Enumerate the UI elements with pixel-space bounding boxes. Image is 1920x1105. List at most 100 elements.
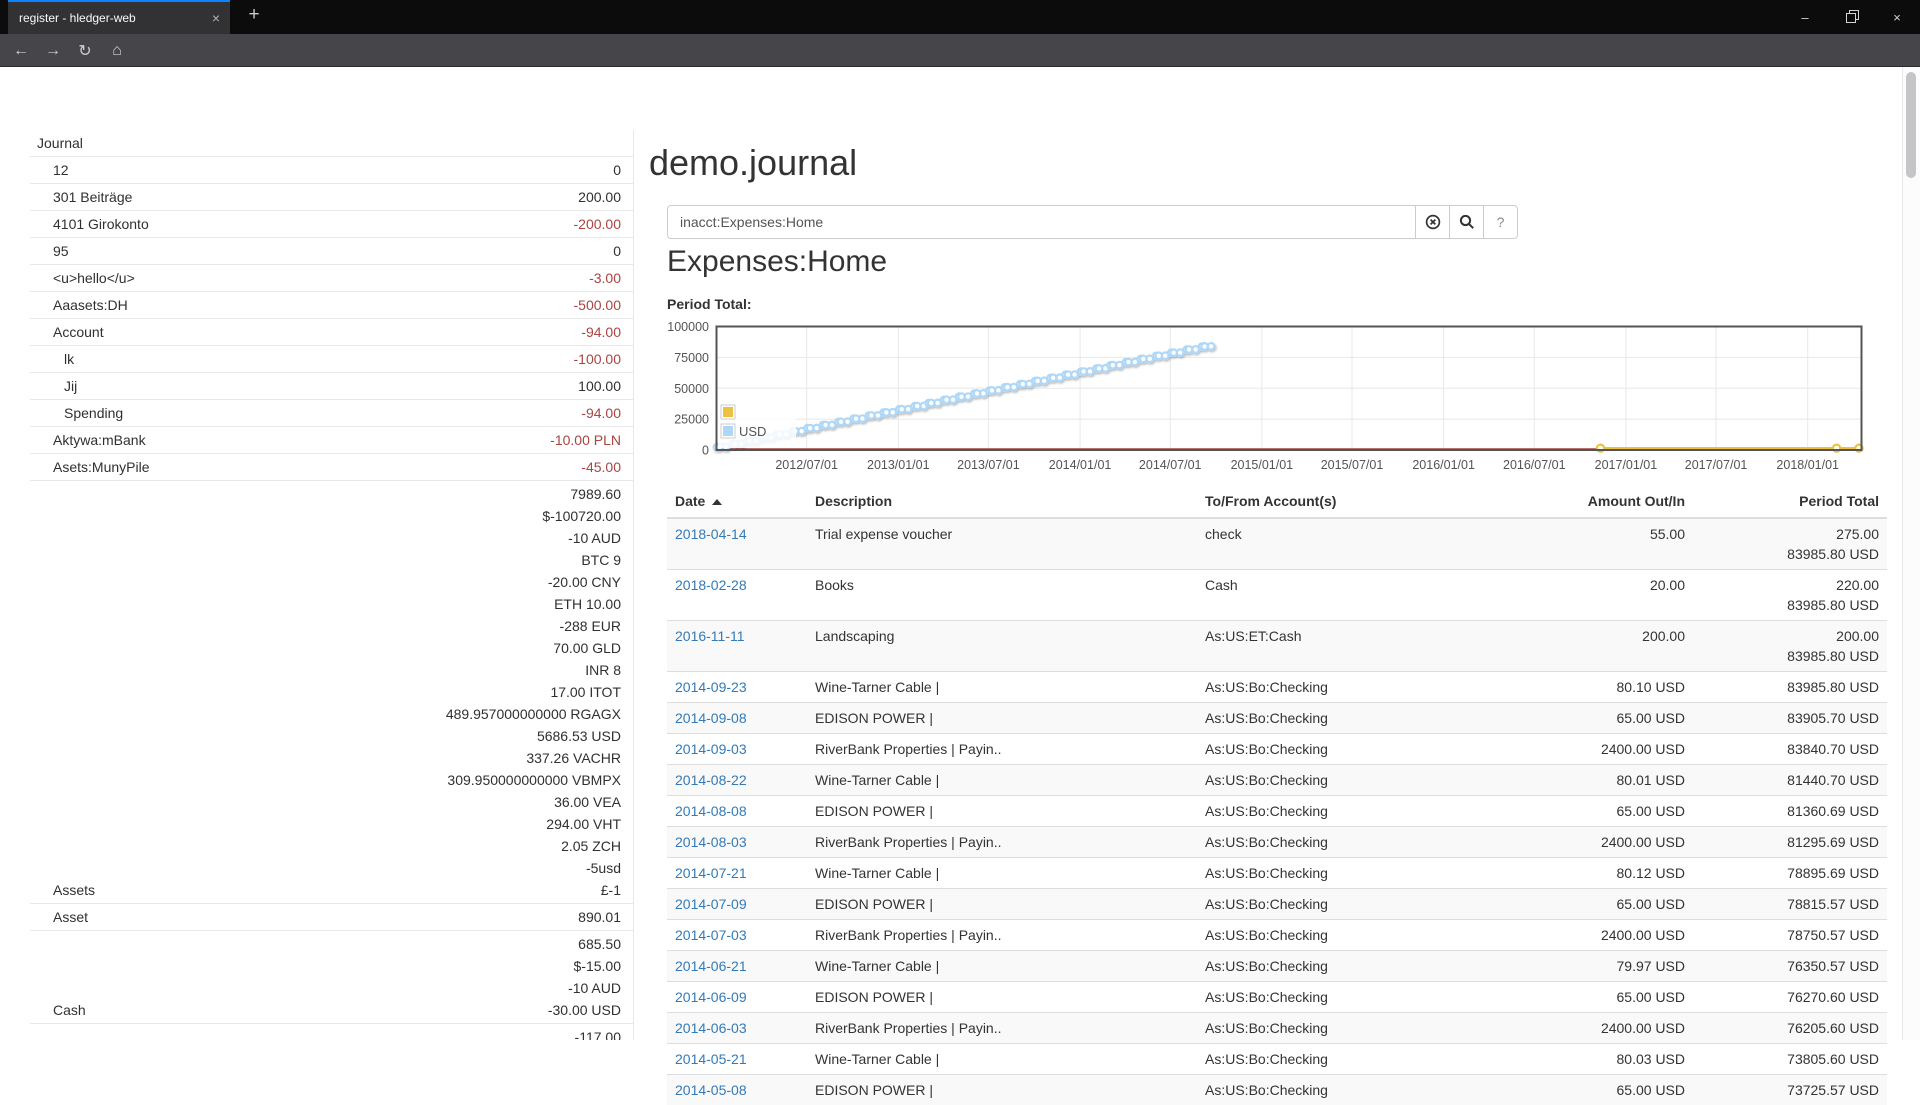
scrollbar-thumb[interactable]: [1906, 72, 1916, 178]
y-tick-label: 50000: [674, 382, 709, 396]
account-balance: -100.00: [574, 348, 633, 370]
sidebar-account-link[interactable]: Account: [30, 321, 104, 343]
query-input[interactable]: [667, 205, 1416, 239]
account-balance: 890.01: [578, 906, 633, 928]
transaction-date-link[interactable]: 2014-05-08: [675, 1082, 747, 1098]
page-scrollbar[interactable]: [1902, 67, 1920, 1040]
register-heading: Expenses:Home: [667, 245, 887, 278]
search-button[interactable]: [1449, 205, 1484, 239]
sidebar-account-link[interactable]: Assets: [30, 879, 95, 901]
transaction-date-link[interactable]: 2014-09-03: [675, 741, 747, 757]
cell-account: As:US:Bo:Checking: [1197, 982, 1557, 1013]
transaction-date-link[interactable]: 2014-09-23: [675, 679, 747, 695]
sidebar-account-link[interactable]: Asset: [30, 906, 88, 928]
transaction-date-link[interactable]: 2018-02-28: [675, 577, 747, 593]
transaction-date-link[interactable]: 2014-08-08: [675, 803, 747, 819]
close-window-button[interactable]: ×: [1874, 0, 1920, 34]
sidebar-account-row: Asets:MunyPile -45.00: [30, 454, 633, 481]
home-button[interactable]: ⌂: [102, 37, 132, 64]
balance-amount: 2.05 ZCH: [446, 835, 621, 857]
cell-period-total: 81360.69 USD: [1693, 796, 1887, 827]
cell-period-total: 83840.70 USD: [1693, 734, 1887, 765]
legend-swatch: [723, 426, 733, 436]
sidebar-account-link[interactable]: Jij: [30, 375, 77, 397]
balance-amount: 294.00 VHT: [446, 813, 621, 835]
tab-close-icon[interactable]: ×: [202, 10, 230, 26]
period-total-line: 81295.69 USD: [1701, 832, 1879, 852]
column-header-date[interactable]: Date: [667, 486, 807, 518]
period-total-line: 83840.70 USD: [1701, 739, 1879, 759]
back-button[interactable]: ←: [6, 37, 36, 64]
restore-button[interactable]: [1828, 0, 1874, 34]
account-balance: 100.00: [578, 375, 633, 397]
transaction-date-link[interactable]: 2014-07-03: [675, 927, 747, 943]
transaction-date-link[interactable]: 2014-06-03: [675, 1020, 747, 1036]
sidebar-account-link[interactable]: lk: [30, 348, 74, 370]
transaction-date-link[interactable]: 2016-11-11: [675, 628, 745, 644]
column-header-amount[interactable]: Amount Out/In: [1557, 486, 1693, 518]
sidebar-account-link[interactable]: 301 Beiträge: [30, 186, 132, 208]
forward-button[interactable]: →: [38, 37, 68, 64]
reload-button[interactable]: ↻: [70, 37, 100, 64]
page-title: demo.journal: [649, 143, 857, 183]
sidebar-journal-link[interactable]: Journal: [30, 132, 83, 154]
column-header-period-total[interactable]: Period Total: [1693, 486, 1887, 518]
transaction-date-link[interactable]: 2014-09-08: [675, 710, 747, 726]
transaction-date-link[interactable]: 2014-08-03: [675, 834, 747, 850]
transaction-date-link[interactable]: 2014-07-09: [675, 896, 747, 912]
transaction-date-link[interactable]: 2014-06-21: [675, 958, 747, 974]
cell-amount: 80.03 USD: [1557, 1044, 1693, 1075]
help-button[interactable]: ?: [1483, 205, 1518, 239]
column-header-description[interactable]: Description: [807, 486, 1197, 518]
cell-date: 2014-09-23: [667, 672, 807, 703]
balance-amount: 489.957000000000 RGAGX: [446, 703, 621, 725]
sidebar-account-link[interactable]: 95: [30, 240, 69, 262]
sidebar-account-link[interactable]: Aktywa:mBank: [30, 429, 146, 451]
cell-account: check: [1197, 518, 1557, 570]
transaction-date-link[interactable]: 2014-06-09: [675, 989, 747, 1005]
transaction-date-link[interactable]: 2014-05-21: [675, 1051, 747, 1067]
cell-date: 2018-02-28: [667, 570, 807, 621]
sidebar-account-link[interactable]: <u>hello</u>: [30, 267, 135, 289]
period-total-line: 81440.70 USD: [1701, 770, 1879, 790]
sidebar-account-row: Aktywa:mBank-10.00 PLN: [30, 427, 633, 454]
period-total-line: 73805.60 USD: [1701, 1049, 1879, 1069]
balance-amount: 17.00 ITOT: [446, 681, 621, 703]
minimize-button[interactable]: –: [1782, 0, 1828, 34]
balance-amount: 0: [613, 240, 621, 262]
balance-amount: -45.00: [581, 456, 621, 478]
balance-amount: £-1: [446, 879, 621, 901]
sidebar-account-link[interactable]: 4101 Girokonto: [30, 213, 149, 235]
clear-query-button[interactable]: [1415, 205, 1450, 239]
cell-account: Cash: [1197, 570, 1557, 621]
y-tick-label: 25000: [674, 413, 709, 427]
account-balance: -94.00: [581, 321, 633, 343]
cell-account: As:US:Bo:Checking: [1197, 889, 1557, 920]
sidebar-account-link[interactable]: Asets:MunyPile: [30, 456, 149, 478]
sidebar-account-link[interactable]: Cash: [30, 999, 86, 1021]
transaction-date-link[interactable]: 2018-04-14: [675, 526, 747, 542]
transaction-date-link[interactable]: 2014-08-22: [675, 772, 747, 788]
cell-date: 2014-06-03: [667, 1013, 807, 1044]
cell-amount: 65.00 USD: [1557, 889, 1693, 920]
sidebar-account-row: Aaasets:DH-500.00: [30, 292, 633, 319]
sidebar-account-link[interactable]: Spending: [30, 402, 123, 424]
sidebar-account-link[interactable]: 12: [30, 159, 69, 181]
cell-amount: 80.01 USD: [1557, 765, 1693, 796]
balance-amount: -200.00: [574, 213, 621, 235]
browser-toolbar: ← → ↻ ⌂ i demo.hledger.org/register?q=in…: [0, 34, 1920, 67]
column-header-account[interactable]: To/From Account(s): [1197, 486, 1557, 518]
new-tab-button[interactable]: +: [240, 4, 268, 26]
period-total-line: 81360.69 USD: [1701, 801, 1879, 821]
transaction-date-link[interactable]: 2014-07-21: [675, 865, 747, 881]
sidebar-account-link[interactable]: Aaasets:DH: [30, 294, 128, 316]
balance-amount: 685.50: [548, 933, 621, 955]
browser-tab[interactable]: register - hledger-web ×: [8, 0, 230, 34]
